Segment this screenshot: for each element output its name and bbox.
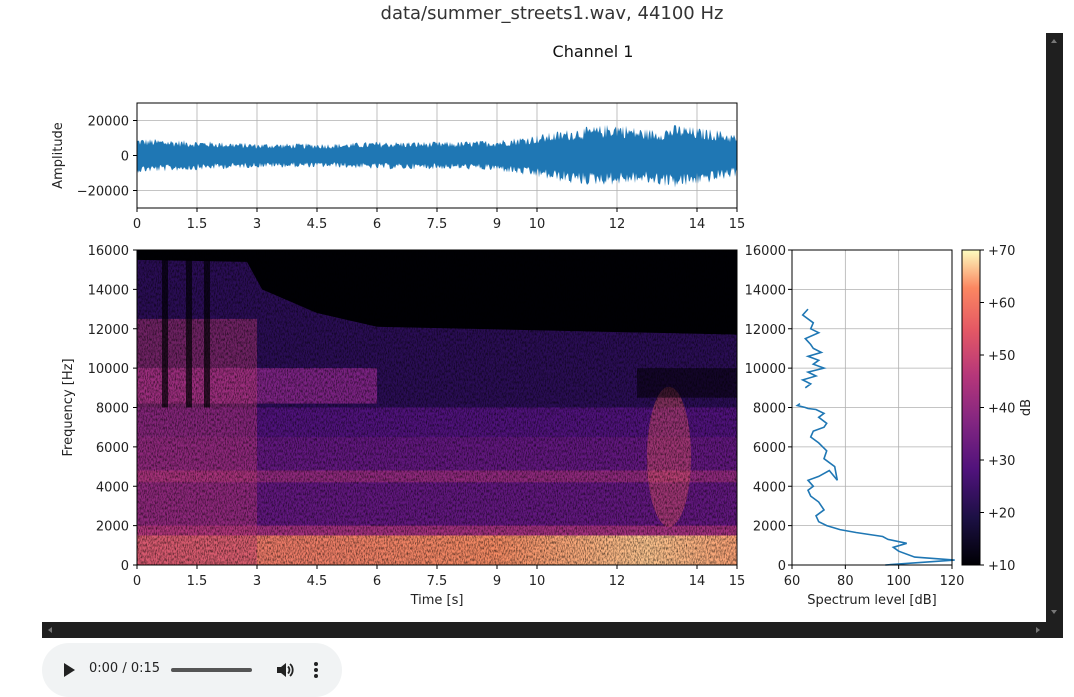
waveform-ytick-label: −20000: [77, 185, 129, 200]
spec-grain: [137, 250, 737, 565]
play-icon[interactable]: [64, 663, 75, 677]
colorbar-tick-label: +30: [988, 454, 1015, 469]
spec-ylabel: Frequency [Hz]: [61, 358, 76, 456]
spec-ytick-label: 12000: [88, 323, 129, 338]
colorbar-tick-label: +50: [988, 349, 1015, 364]
spec-ytick-label: 8000: [96, 402, 129, 417]
waveform-xtick-label: 4.5: [307, 217, 328, 232]
vertical-scrollbar[interactable]: [1046, 33, 1063, 622]
colorbar-tick-label: +10: [988, 559, 1015, 574]
spectrum-ytick-label: 14000: [745, 283, 786, 298]
spectrum-ytick-label: 10000: [745, 362, 786, 377]
more-vert-icon[interactable]: [310, 660, 322, 680]
seek-slider[interactable]: [171, 668, 252, 672]
spec-xtick-label: 14: [689, 574, 706, 589]
channel-title: Channel 1: [553, 42, 634, 61]
waveform-xtick-label: 6: [373, 217, 381, 232]
colorbar-tick-label: +20: [988, 507, 1015, 522]
spec-xtick-label: 7.5: [427, 574, 448, 589]
scroll-right-icon[interactable]: [1036, 627, 1040, 633]
waveform-xtick-label: 15: [729, 217, 746, 232]
spec-xtick-label: 0: [133, 574, 141, 589]
spectrum-xtick-label: 80: [837, 574, 854, 589]
waveform-xtick-label: 10: [529, 217, 546, 232]
waveform-ylabel: Amplitude: [51, 122, 66, 189]
spec-ytick-label: 6000: [96, 441, 129, 456]
scroll-left-icon[interactable]: [48, 627, 52, 633]
waveform-xtick-label: 9: [493, 217, 501, 232]
audio-time: 0:00 / 0:15: [89, 661, 161, 676]
spec-ytick-label: 16000: [88, 244, 129, 259]
spec-ytick-label: 14000: [88, 283, 129, 298]
spec-ytick-label: 2000: [96, 520, 129, 535]
volume-icon[interactable]: [275, 660, 295, 680]
spec-xtick-label: 9: [493, 574, 501, 589]
spec-xtick-label: 1.5: [187, 574, 208, 589]
spectrum-frame: [791, 249, 953, 566]
figure-output-area[interactable]: Channel 1 0 1.5 3 4.5 6 7.5 9 10 12 14 15 20000 0 −20…: [42, 33, 1046, 622]
spectrum-ytick-label: 8000: [753, 402, 786, 417]
waveform-line: [137, 124, 737, 188]
waveform-xtick-label: 1.5: [187, 217, 208, 232]
spectrum-xlabel: Spectrum level [dB]: [807, 593, 937, 608]
waveform-frame: [136, 102, 738, 209]
spectrum-xtick-label: 100: [886, 574, 911, 589]
spec-ytick-label: 10000: [88, 362, 129, 377]
spectrum-plot: 60 80 100 120 0 2000 4000 6000 8000 10000 12000 140…: [745, 244, 965, 608]
spectrum-xtick-label: 120: [940, 574, 965, 589]
spectrum-ytick-label: 4000: [753, 480, 786, 495]
waveform-plot: 0 1.5 3 4.5 6 7.5 9 10 12 14 15 20000 0 −20000 Amplitu…: [51, 102, 746, 232]
spec-xtick-label: 3: [253, 574, 261, 589]
waveform-xtick-label: 7.5: [427, 217, 448, 232]
waveform-xtick-label: 14: [689, 217, 706, 232]
spectrum-ytick-label: 2000: [753, 520, 786, 535]
horizontal-scrollbar[interactable]: [42, 622, 1063, 638]
spectrum-ytick-label: 6000: [753, 441, 786, 456]
colorbar: +70 +60 +50 +40 +30 +20 +10 dB: [961, 244, 1034, 574]
audio-player[interactable]: 0:00 / 0:15: [42, 643, 342, 697]
waveform-xtick-label: 12: [609, 217, 626, 232]
colorbar-label: dB: [1019, 399, 1034, 416]
waveform-xtick-label: 0: [133, 217, 141, 232]
spec-ytick-label: 0: [121, 559, 129, 574]
scroll-up-icon[interactable]: [1051, 39, 1057, 43]
spectrum-ytick-label: 0: [778, 559, 786, 574]
waveform-xtick-label: 3: [253, 217, 261, 232]
waveform-ytick-label: 20000: [88, 115, 129, 130]
spec-xtick-label: 6: [373, 574, 381, 589]
figure-canvas: Channel 1 0 1.5 3 4.5 6 7.5 9 10 12 14 15200000−20…: [51, 42, 1034, 608]
spectrogram-plot: 0 1.5 3 4.5 6 7.5 9 10 12 14 15 0 2000 4000 6000 8000 10…: [61, 244, 745, 608]
spec-xtick-label: 10: [529, 574, 546, 589]
spec-xtick-label: 15: [729, 574, 746, 589]
spec-xtick-label: 4.5: [307, 574, 328, 589]
spectrum-line: [795, 402, 955, 566]
colorbar-tick-label: +40: [988, 402, 1015, 417]
colorbar-gradient: [961, 249, 981, 566]
spectrum-xtick-label: 60: [784, 574, 801, 589]
spectrum-ytick-label: 12000: [745, 323, 786, 338]
colorbar-tick-label: +70: [988, 244, 1015, 259]
waveform-ytick-label: 0: [121, 150, 129, 165]
spec-ytick-label: 4000: [96, 480, 129, 495]
spec-xlabel: Time [s]: [410, 593, 464, 608]
scroll-down-icon[interactable]: [1051, 610, 1057, 614]
spectrum-ytick-label: 16000: [745, 244, 786, 259]
page-title: data/summer_streets1.wav, 44100 Hz: [380, 3, 724, 24]
spec-xtick-label: 12: [609, 574, 626, 589]
spectrogram-image: [137, 250, 737, 565]
spectrum-line: [800, 308, 827, 389]
colorbar-tick-label: +60: [988, 297, 1015, 312]
